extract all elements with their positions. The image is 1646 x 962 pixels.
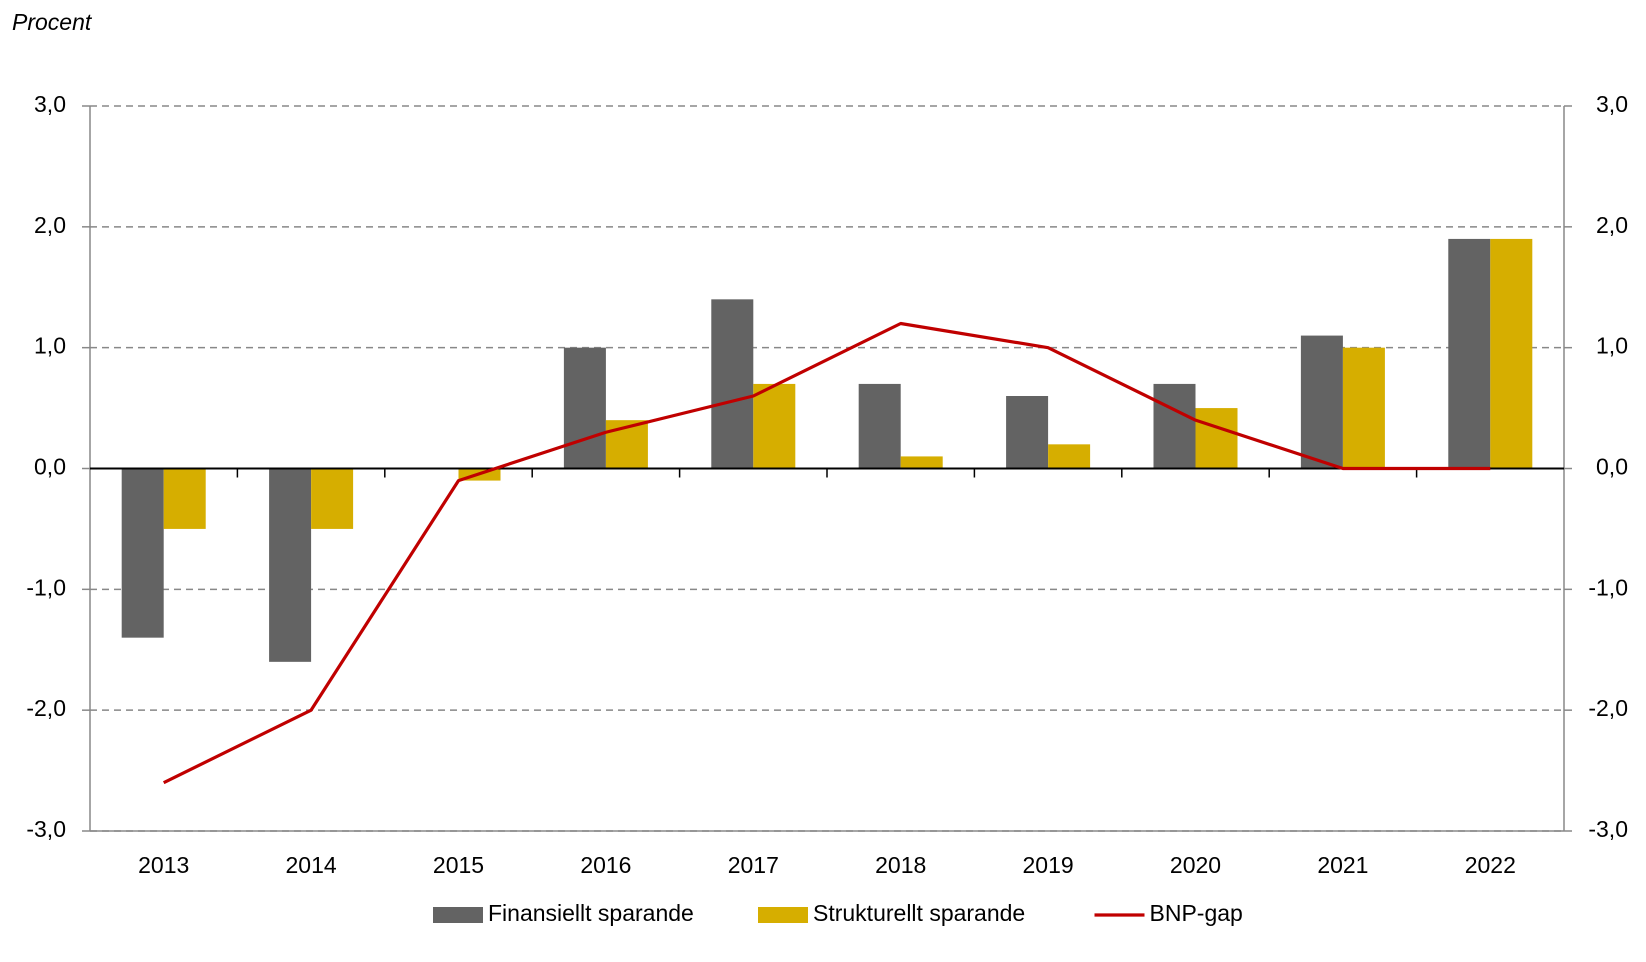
bar [1195, 408, 1238, 469]
x-tick-label: 2016 [580, 852, 631, 878]
y-tick-label: 1,0 [34, 333, 66, 359]
legend-label: Strukturellt sparande [813, 900, 1025, 926]
bar [311, 468, 354, 529]
bar [1342, 347, 1385, 469]
x-tick-label: 2019 [1023, 852, 1074, 878]
bar [163, 468, 206, 529]
x-tick-label: 2015 [433, 852, 484, 878]
bar [711, 299, 754, 469]
bar [1300, 335, 1343, 469]
y-tick-label: 3,0 [34, 91, 66, 117]
legend-label: Finansiellt sparande [488, 900, 694, 926]
y2-tick-label: -3,0 [1588, 816, 1628, 842]
legend-swatch [758, 907, 808, 923]
bar [1448, 238, 1491, 469]
bar [1048, 444, 1091, 469]
bar [900, 456, 943, 469]
legend-swatch [433, 907, 483, 923]
y2-tick-label: 2,0 [1596, 212, 1628, 238]
x-tick-label: 2017 [728, 852, 779, 878]
bar [121, 468, 164, 638]
bar [1153, 383, 1196, 469]
y2-tick-label: -2,0 [1588, 695, 1628, 721]
bar [753, 383, 796, 469]
legend-label: BNP-gap [1150, 900, 1243, 926]
x-tick-label: 2014 [286, 852, 337, 878]
y-tick-label: -1,0 [26, 574, 66, 600]
y-tick-label: 0,0 [34, 454, 66, 480]
y2-tick-label: 0,0 [1596, 454, 1628, 480]
y2-tick-label: 1,0 [1596, 333, 1628, 359]
x-tick-label: 2022 [1465, 852, 1516, 878]
y-tick-label: -2,0 [26, 695, 66, 721]
bar [1006, 396, 1049, 469]
bar [269, 468, 312, 662]
x-tick-label: 2020 [1170, 852, 1221, 878]
y-tick-label: -3,0 [26, 816, 66, 842]
y-axis-label: Procent [12, 9, 93, 35]
y2-tick-label: -1,0 [1588, 574, 1628, 600]
line [162, 321, 1491, 785]
bar [858, 383, 901, 469]
bar [563, 347, 606, 469]
x-tick-label: 2013 [138, 852, 189, 878]
y-tick-label: 2,0 [34, 212, 66, 238]
x-tick-label: 2021 [1317, 852, 1368, 878]
bar [1490, 238, 1533, 469]
x-tick-label: 2018 [875, 852, 926, 878]
y2-tick-label: 3,0 [1596, 91, 1628, 117]
